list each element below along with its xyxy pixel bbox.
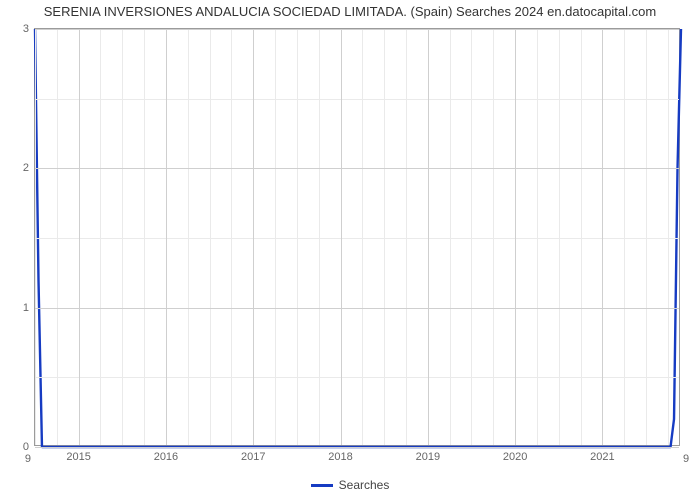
gridline-minor-v	[450, 29, 451, 445]
gridline-major-h	[35, 447, 679, 448]
gridline-minor-v	[668, 29, 669, 445]
y-tick-label: 3	[23, 23, 35, 35]
gridline-major-v	[515, 29, 516, 445]
gridline-minor-v	[493, 29, 494, 445]
gridline-minor-v	[188, 29, 189, 445]
gridline-minor-v	[319, 29, 320, 445]
gridline-minor-v	[384, 29, 385, 445]
y-tick-label: 2	[23, 162, 35, 174]
secondary-axis-label-right: 9	[679, 453, 689, 465]
y-tick-label: 1	[23, 302, 35, 314]
gridline-minor-v	[275, 29, 276, 445]
gridline-minor-v	[559, 29, 560, 445]
chart-plot-area: 2015201620172018201920202021012399	[34, 28, 680, 446]
gridline-major-v	[253, 29, 254, 445]
gridline-major-h	[35, 308, 679, 309]
gridline-minor-v	[100, 29, 101, 445]
gridline-minor-v	[231, 29, 232, 445]
gridline-minor-v	[144, 29, 145, 445]
gridline-minor-v	[362, 29, 363, 445]
gridline-minor-v	[471, 29, 472, 445]
gridline-major-v	[79, 29, 80, 445]
gridline-minor-v	[57, 29, 58, 445]
gridline-major-v	[166, 29, 167, 445]
gridline-major-h	[35, 168, 679, 169]
gridline-minor-v	[646, 29, 647, 445]
gridline-major-v	[341, 29, 342, 445]
gridline-minor-v	[537, 29, 538, 445]
gridline-minor-v	[297, 29, 298, 445]
gridline-minor-v	[35, 29, 36, 445]
legend-label: Searches	[339, 478, 390, 492]
gridline-minor-h	[35, 377, 679, 378]
gridline-minor-v	[624, 29, 625, 445]
gridline-minor-h	[35, 99, 679, 100]
gridline-minor-v	[406, 29, 407, 445]
gridline-major-v	[602, 29, 603, 445]
gridline-minor-h	[35, 238, 679, 239]
gridline-major-h	[35, 29, 679, 30]
chart-title: SERENIA INVERSIONES ANDALUCIA SOCIEDAD L…	[0, 4, 700, 19]
chart-legend: Searches	[0, 478, 700, 492]
legend-swatch	[311, 484, 333, 487]
gridline-minor-v	[210, 29, 211, 445]
gridline-minor-v	[581, 29, 582, 445]
secondary-axis-label-left: 9	[25, 453, 35, 465]
gridline-major-v	[428, 29, 429, 445]
y-tick-label: 0	[23, 441, 35, 453]
gridline-minor-v	[122, 29, 123, 445]
